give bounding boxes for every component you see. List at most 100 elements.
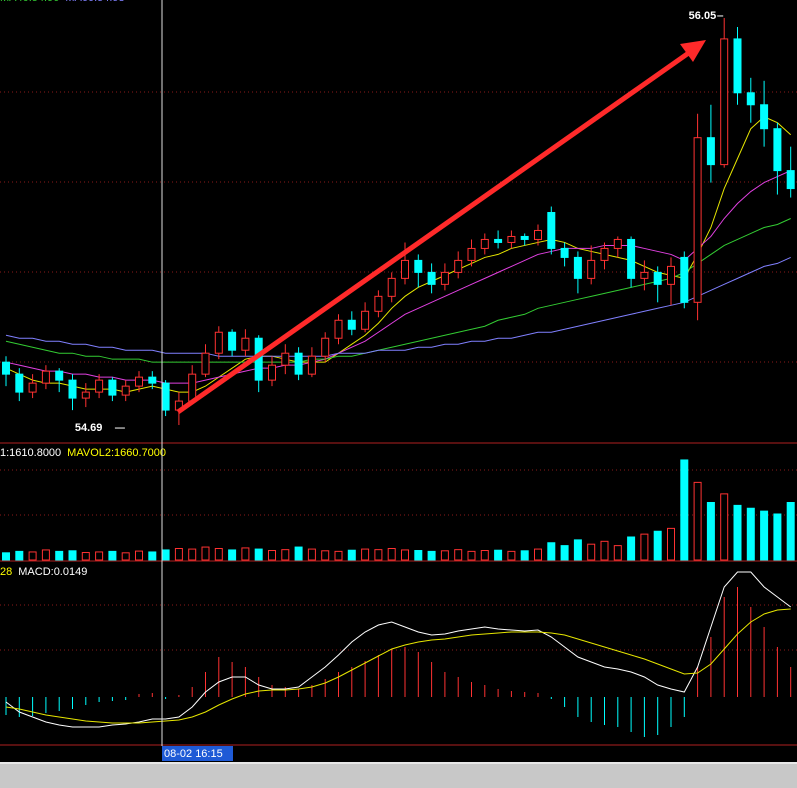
candle-body bbox=[414, 259, 423, 273]
candle-body bbox=[135, 376, 143, 387]
candle-body bbox=[55, 370, 64, 381]
candle-body bbox=[374, 295, 383, 312]
volume-bar bbox=[494, 549, 503, 561]
candle-body bbox=[454, 259, 463, 273]
candle-body bbox=[95, 379, 104, 393]
candle-body bbox=[640, 271, 649, 279]
candle-body bbox=[427, 271, 436, 285]
volume-bar bbox=[627, 536, 636, 561]
candle-body bbox=[547, 212, 556, 249]
candle-body bbox=[241, 337, 250, 351]
volume-bar bbox=[188, 548, 197, 561]
indicator-line bbox=[5, 256, 791, 357]
candle-body bbox=[773, 128, 782, 172]
volume-bar bbox=[374, 549, 383, 561]
volume-bar bbox=[28, 551, 37, 561]
candle-body bbox=[520, 235, 529, 240]
candle-body bbox=[294, 352, 303, 375]
volume-bar bbox=[600, 540, 609, 561]
candle-body bbox=[347, 319, 356, 330]
candle-body bbox=[2, 361, 10, 375]
candle-body bbox=[228, 331, 237, 351]
candle-body bbox=[161, 382, 170, 411]
volume-bar bbox=[254, 548, 263, 561]
candle-body bbox=[720, 38, 729, 166]
volume-bar bbox=[480, 550, 489, 561]
legend-text: 1:1610.8000 bbox=[0, 447, 61, 459]
cursor-label-box bbox=[162, 746, 233, 761]
legend-text: MACD:0.0149 bbox=[18, 566, 87, 578]
volume-bar bbox=[241, 547, 250, 561]
candle-body bbox=[440, 271, 449, 285]
legend-text: MA40:54.90 bbox=[0, 0, 59, 4]
candle-body bbox=[627, 238, 636, 279]
candle-body bbox=[467, 247, 476, 261]
min-price-label: 54.69 bbox=[75, 422, 103, 434]
volume-bar bbox=[307, 548, 316, 561]
volume-bar bbox=[294, 546, 303, 561]
volume-bar bbox=[773, 513, 782, 561]
volume-bar bbox=[693, 481, 702, 561]
volume-bar bbox=[334, 550, 343, 561]
arrow-head bbox=[680, 40, 706, 62]
candle-body bbox=[786, 170, 795, 190]
volume-bar bbox=[507, 550, 516, 561]
candle-body bbox=[81, 391, 90, 399]
candle-body bbox=[401, 259, 409, 279]
volume-bar bbox=[268, 550, 276, 561]
candle-body bbox=[534, 229, 542, 240]
indicator-line bbox=[5, 571, 792, 728]
volume-bar bbox=[228, 549, 237, 561]
volume-bar bbox=[361, 548, 370, 561]
volume-bar bbox=[121, 552, 130, 561]
volume-bar bbox=[587, 543, 596, 561]
candle-body bbox=[706, 137, 715, 166]
volume-bar bbox=[174, 548, 183, 561]
volume-bar bbox=[680, 459, 689, 561]
candle-body bbox=[281, 352, 290, 366]
legend-text: 28 bbox=[0, 566, 12, 578]
candle-body bbox=[41, 370, 50, 384]
candle-body bbox=[507, 235, 516, 243]
candle-body bbox=[693, 137, 702, 303]
volume-bar bbox=[214, 548, 223, 561]
volume-bar bbox=[387, 548, 396, 561]
candle-body bbox=[148, 376, 157, 384]
candle-body bbox=[667, 265, 675, 285]
volume-bar bbox=[520, 550, 529, 561]
volume-bar bbox=[414, 550, 423, 561]
volume-bar bbox=[68, 550, 77, 561]
candle-body bbox=[188, 373, 197, 402]
candle-body bbox=[653, 271, 662, 285]
volume-bar bbox=[720, 493, 729, 561]
volume-bar bbox=[653, 530, 662, 561]
indicator-line bbox=[5, 608, 791, 724]
candle-body bbox=[600, 247, 609, 261]
volume-bar bbox=[2, 552, 10, 561]
legend-text: MAVOL2:1660.7000 bbox=[67, 447, 166, 459]
candle-body bbox=[494, 238, 503, 243]
candle-body bbox=[268, 364, 276, 381]
volume-bar bbox=[321, 550, 330, 561]
volume-bar bbox=[108, 550, 117, 561]
volume-bar bbox=[467, 550, 476, 561]
candle-body bbox=[733, 38, 742, 94]
candle-body bbox=[334, 319, 343, 339]
volume-bar bbox=[547, 542, 556, 561]
volume-bar bbox=[81, 552, 90, 561]
candle-body bbox=[28, 382, 37, 393]
volume-bar bbox=[454, 549, 463, 561]
volume-bar bbox=[201, 546, 210, 561]
candle-body bbox=[560, 247, 569, 258]
candle-body bbox=[121, 385, 130, 396]
volume-bar bbox=[281, 549, 290, 561]
max-price-label: 56.05 bbox=[689, 10, 717, 22]
volume-bar bbox=[135, 550, 143, 561]
volume-bar bbox=[573, 539, 582, 561]
candle-body bbox=[680, 256, 689, 303]
volume-bar bbox=[55, 550, 64, 561]
candle-body bbox=[587, 259, 596, 279]
volume-bar bbox=[347, 549, 356, 561]
